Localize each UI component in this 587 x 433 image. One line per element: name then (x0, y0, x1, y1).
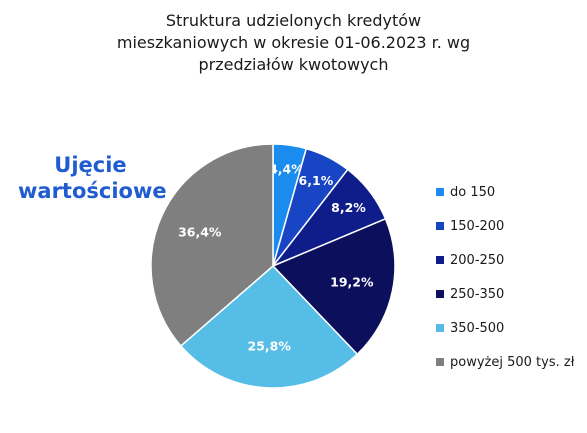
pie-slice (179, 264, 359, 389)
legend-item: 250-350 (436, 277, 574, 311)
slice-data-label: 4,4% (269, 161, 304, 176)
legend-label: 250-350 (450, 286, 505, 302)
legend-swatch (436, 256, 444, 264)
slice-data-label: 25,8% (248, 338, 292, 353)
chart-title-line: przedziałów kwotowych (198, 55, 389, 74)
slice-data-label: 19,2% (330, 274, 374, 289)
slice-data-label: 8,2% (331, 200, 366, 215)
legend-item: 150-200 (436, 209, 574, 243)
slice-data-label: 36,4% (178, 225, 222, 240)
chart-title: Struktura udzielonych kredytów mieszkani… (0, 10, 587, 76)
subheading-line: wartościowe (18, 179, 167, 203)
legend-swatch (436, 358, 444, 366)
pie-slice (150, 143, 274, 347)
legend-label: 350-500 (450, 320, 505, 336)
legend-item: 200-250 (436, 243, 574, 277)
legend-item: 350-500 (436, 311, 574, 345)
legend-swatch (436, 324, 444, 332)
slice-data-label: 6,1% (299, 173, 334, 188)
legend: do 150 150-200 200-250 250-350 350-500 powyże… (436, 175, 574, 379)
subheading-line: Ujęcie (54, 153, 127, 177)
legend-label: powyżej 500 tys. zł (450, 354, 575, 370)
legend-label: 200-250 (450, 252, 505, 268)
pie-slice (271, 217, 396, 356)
chart-title-line: Struktura udzielonych kredytów (165, 11, 422, 30)
legend-item: powyżej 500 tys. zł (436, 345, 574, 379)
legend-swatch (436, 188, 444, 196)
chart-title-line: mieszkaniowych w okresie 01-06.2023 r. w… (116, 33, 471, 52)
chart-subheading: Ujęcie wartościowe (18, 152, 167, 204)
legend-swatch (436, 222, 444, 230)
legend-swatch (436, 290, 444, 298)
legend-label: 150-200 (450, 218, 505, 234)
legend-item: do 150 (436, 175, 574, 209)
legend-label: do 150 (450, 184, 496, 200)
